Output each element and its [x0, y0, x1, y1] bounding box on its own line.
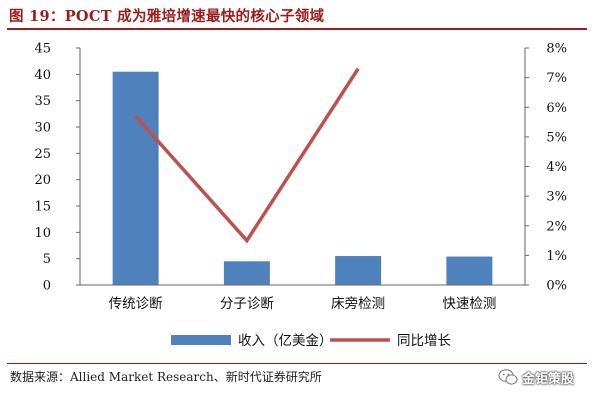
bar — [335, 256, 382, 285]
right-tick-label: 8% — [546, 42, 567, 57]
footer-rule — [7, 363, 587, 364]
category-label: 床旁检测 — [331, 295, 385, 312]
right-tick-label: 2% — [546, 219, 567, 234]
legend-bar-label: 收入（亿美金） — [238, 333, 333, 349]
legend: 收入（亿美金） 同比增长 — [171, 333, 451, 349]
category-label: 分子诊断 — [220, 296, 274, 312]
watermark-text: 金钜策股 — [522, 371, 575, 387]
left-tick-label: 35 — [34, 94, 51, 109]
left-y-axis: 0 5 10 15 20 25 30 35 40 45 — [34, 42, 81, 294]
left-tick-label: 15 — [34, 200, 51, 215]
right-tick-label: 0% — [546, 279, 567, 294]
wechat-icon — [498, 369, 518, 385]
left-tick-label: 30 — [34, 121, 51, 136]
right-tick-label: 1% — [546, 249, 567, 264]
left-tick-label: 45 — [34, 42, 51, 57]
right-tick-label: 4% — [546, 160, 567, 175]
watermark: 金钜策股 — [498, 366, 574, 388]
title-rule — [7, 28, 587, 30]
right-tick-label: 3% — [546, 190, 567, 205]
line-series — [134, 67, 360, 244]
bar-series — [112, 71, 493, 285]
legend-line-label: 同比增长 — [397, 333, 451, 349]
x-axis: 传统诊断 分子诊断 床旁检测 快速检测 — [80, 284, 525, 312]
left-tick-label: 5 — [43, 252, 51, 267]
right-tick-label: 7% — [546, 71, 567, 86]
growth-line — [134, 67, 360, 244]
right-tick-label: 5% — [546, 130, 567, 145]
category-label: 快速检测 — [442, 296, 496, 312]
bar — [446, 256, 493, 285]
right-y-axis: 0% 1% 2% 3% 4% 5% 6% 7% 8% — [524, 42, 567, 294]
left-tick-label: 40 — [34, 68, 51, 83]
left-tick-label: 25 — [34, 147, 51, 162]
left-tick-label: 10 — [34, 226, 51, 241]
right-tick-label: 6% — [546, 101, 567, 116]
bar — [223, 261, 270, 285]
chart-title: 图 19：POCT 成为雅培增速最快的核心子领域 — [9, 8, 325, 25]
left-tick-label: 0 — [43, 279, 51, 294]
source-note: 数据来源：Allied Market Research、新时代证券研究所 — [10, 370, 322, 384]
category-label: 传统诊断 — [109, 296, 163, 312]
legend-bar-swatch — [171, 335, 231, 345]
bar — [112, 71, 159, 285]
left-tick-label: 20 — [34, 173, 51, 188]
